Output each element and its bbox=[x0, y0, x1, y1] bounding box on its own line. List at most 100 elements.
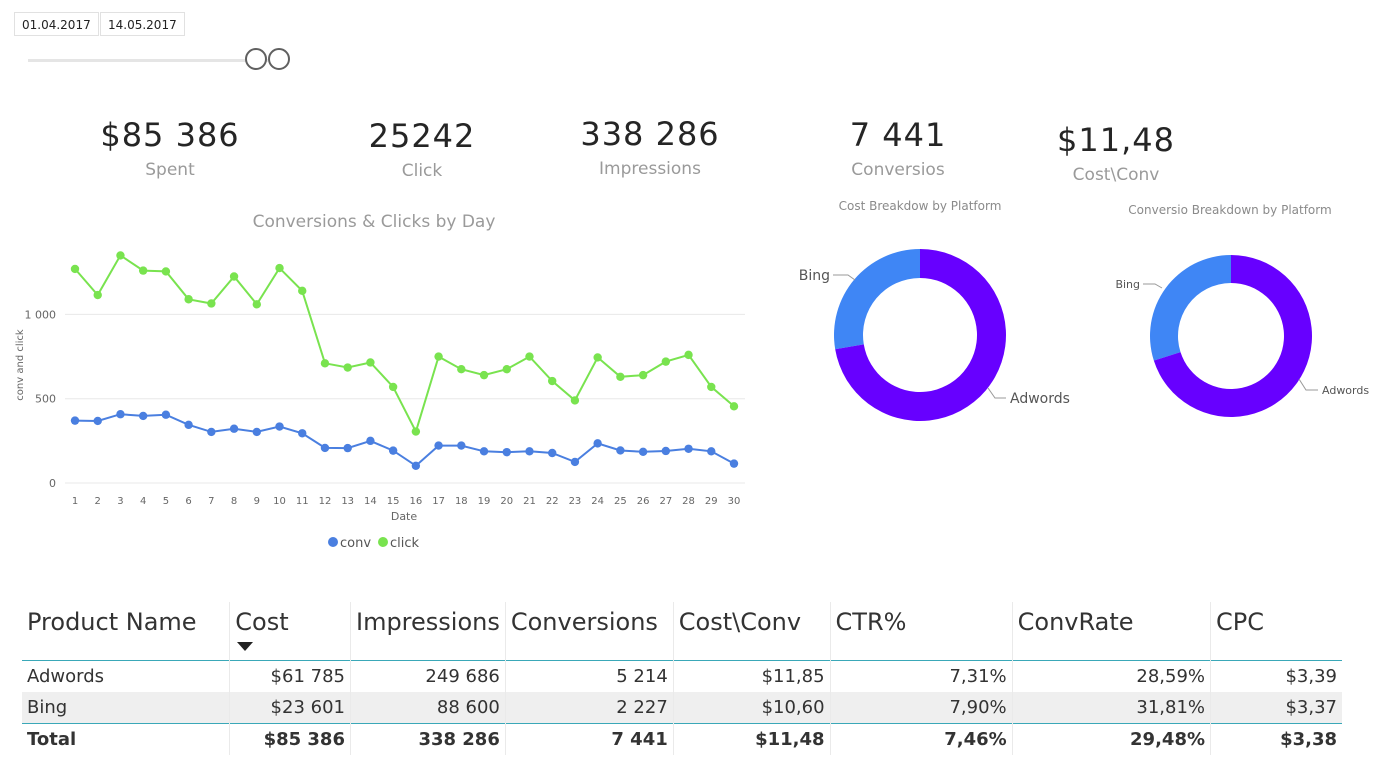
data-point-conv[interactable] bbox=[434, 441, 443, 450]
data-point-click[interactable] bbox=[593, 353, 602, 362]
legend-conv-label[interactable]: conv bbox=[340, 536, 371, 551]
header-cost-conv[interactable]: Cost\Conv bbox=[672, 602, 831, 661]
data-point-conv[interactable] bbox=[411, 461, 421, 471]
data-point-conv[interactable] bbox=[593, 439, 602, 448]
data-point-conv[interactable] bbox=[570, 457, 580, 467]
x-tick-label: 7 bbox=[208, 496, 214, 507]
data-point-click[interactable] bbox=[207, 299, 216, 308]
data-point-conv[interactable] bbox=[548, 448, 557, 458]
data-point-click[interactable] bbox=[661, 357, 671, 366]
data-point-click[interactable] bbox=[525, 352, 534, 361]
data-point-click[interactable] bbox=[275, 263, 284, 273]
data-point-conv[interactable] bbox=[70, 416, 80, 425]
data-point-click[interactable] bbox=[138, 266, 148, 275]
line-chart-title: Conversions & Clicks by Day bbox=[252, 212, 496, 232]
total-cost: $85 386 bbox=[229, 723, 351, 755]
kpi-cost-conv-value: $11,48 bbox=[1057, 121, 1175, 159]
data-point-click[interactable] bbox=[434, 352, 443, 361]
data-point-click[interactable] bbox=[616, 372, 625, 381]
header-conv-rate-label: ConvRate bbox=[1017, 608, 1134, 636]
cell-ctr: 7,90% bbox=[829, 692, 1013, 724]
data-point-click[interactable] bbox=[388, 382, 398, 392]
x-tick-label: 29 bbox=[705, 496, 718, 507]
data-point-click[interactable] bbox=[320, 359, 330, 368]
data-point-click[interactable] bbox=[229, 272, 239, 281]
donut-slice-bing[interactable] bbox=[834, 249, 920, 350]
legend-click-label[interactable]: click bbox=[390, 536, 420, 551]
table-row[interactable]: Bing $23 601 88 600 2 227 $10,60 7,90% 3… bbox=[22, 692, 1342, 724]
header-product-name[interactable]: Product Name bbox=[22, 602, 230, 661]
end-date-input[interactable]: 14.05.2017 bbox=[100, 12, 185, 36]
data-point-click[interactable] bbox=[116, 251, 125, 260]
total-conv-rate: 29,48% bbox=[1011, 723, 1211, 755]
data-point-conv[interactable] bbox=[298, 429, 307, 438]
date-slider-start-handle[interactable] bbox=[245, 48, 267, 70]
data-point-conv[interactable] bbox=[138, 411, 148, 421]
kpi-conversions: 7 441 Conversios bbox=[788, 116, 1008, 180]
data-point-click[interactable] bbox=[298, 286, 307, 296]
x-tick-label: 21 bbox=[523, 496, 536, 507]
header-cost[interactable]: Cost bbox=[229, 602, 351, 661]
donut-slice-bing[interactable] bbox=[1150, 255, 1231, 361]
data-point-conv[interactable] bbox=[184, 420, 193, 430]
series-line-conv bbox=[74, 413, 735, 468]
data-point-click[interactable] bbox=[252, 300, 261, 309]
data-point-conv[interactable] bbox=[93, 416, 102, 426]
start-date-input[interactable]: 01.04.2017 bbox=[14, 12, 99, 36]
data-point-conv[interactable] bbox=[252, 427, 261, 437]
sort-descending-icon[interactable] bbox=[237, 642, 254, 651]
table-row[interactable]: Adwords $61 785 249 686 5 214 $11,85 7,3… bbox=[22, 660, 1342, 692]
header-ctr[interactable]: CTR% bbox=[829, 602, 1013, 661]
data-point-conv[interactable] bbox=[502, 447, 511, 457]
series-click bbox=[70, 251, 739, 436]
date-slider-end-handle[interactable] bbox=[268, 48, 290, 70]
donut-slice-adwords[interactable] bbox=[835, 249, 1006, 421]
data-point-conv[interactable] bbox=[275, 422, 284, 431]
y-axis-label: conv and click bbox=[15, 329, 26, 401]
data-point-click[interactable] bbox=[638, 370, 648, 380]
data-point-click[interactable] bbox=[502, 365, 511, 374]
x-tick-label: 1 bbox=[72, 496, 78, 507]
data-point-conv[interactable] bbox=[366, 436, 375, 446]
data-point-conv[interactable] bbox=[207, 427, 216, 437]
data-point-conv[interactable] bbox=[638, 447, 648, 457]
data-point-click[interactable] bbox=[729, 402, 739, 411]
date-slider-track[interactable] bbox=[28, 59, 268, 62]
data-point-conv[interactable] bbox=[684, 444, 693, 453]
y-tick-label: 0 bbox=[49, 477, 56, 490]
data-point-conv[interactable] bbox=[479, 447, 489, 456]
data-point-click[interactable] bbox=[684, 350, 693, 360]
data-point-click[interactable] bbox=[161, 267, 171, 276]
data-point-click[interactable] bbox=[70, 264, 80, 274]
data-point-conv[interactable] bbox=[388, 446, 398, 455]
data-point-click[interactable] bbox=[184, 295, 193, 304]
data-point-conv[interactable] bbox=[525, 447, 534, 456]
data-point-conv[interactable] bbox=[320, 443, 330, 453]
data-point-conv[interactable] bbox=[343, 443, 352, 453]
header-impressions[interactable]: Impressions bbox=[349, 602, 506, 661]
data-point-conv[interactable] bbox=[229, 424, 239, 433]
data-point-click[interactable] bbox=[343, 363, 352, 372]
data-point-click[interactable] bbox=[707, 382, 716, 392]
data-point-click[interactable] bbox=[366, 358, 375, 367]
data-point-conv[interactable] bbox=[707, 447, 716, 456]
header-conv-rate[interactable]: ConvRate bbox=[1011, 602, 1211, 661]
data-point-click[interactable] bbox=[457, 365, 466, 374]
data-point-click[interactable] bbox=[411, 427, 421, 436]
data-point-conv[interactable] bbox=[116, 410, 125, 419]
data-point-conv[interactable] bbox=[161, 410, 171, 419]
total-ctr: 7,46% bbox=[829, 723, 1013, 755]
data-point-click[interactable] bbox=[570, 396, 580, 405]
data-point-click[interactable] bbox=[479, 370, 489, 380]
data-point-conv[interactable] bbox=[616, 446, 625, 455]
header-cpc[interactable]: CPC bbox=[1210, 602, 1342, 661]
data-point-conv[interactable] bbox=[729, 459, 739, 468]
data-point-click[interactable] bbox=[548, 376, 557, 386]
data-point-conv[interactable] bbox=[661, 446, 671, 456]
x-tick-label: 30 bbox=[728, 496, 741, 507]
x-tick-label: 12 bbox=[319, 496, 332, 507]
data-point-conv[interactable] bbox=[457, 441, 466, 450]
header-conversions[interactable]: Conversions bbox=[504, 602, 674, 661]
donut-slice-adwords[interactable] bbox=[1153, 255, 1312, 417]
data-point-click[interactable] bbox=[93, 290, 102, 300]
